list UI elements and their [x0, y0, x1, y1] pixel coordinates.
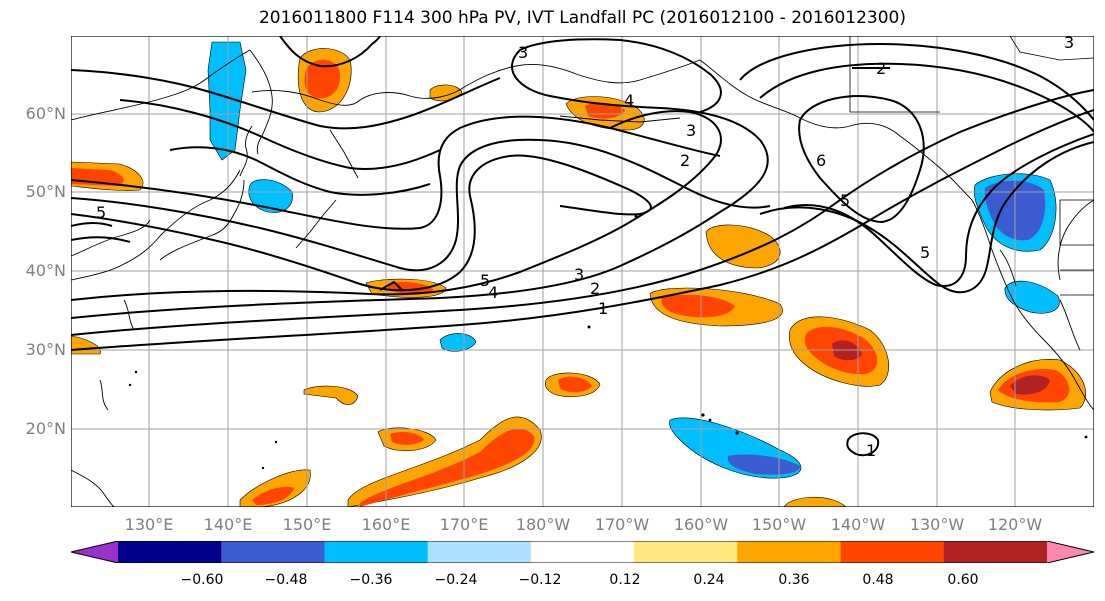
contour-label-3-north: 3 — [518, 43, 528, 62]
figure-title: 2016011800 F114 300 hPa PV, IVT Landfall… — [258, 8, 906, 28]
contour-label-2-aleutian: 2 — [680, 151, 690, 170]
shade-central-red — [661, 294, 735, 318]
colorbar-tick-0: −0.60 — [180, 572, 224, 588]
shade-tropic-red-small — [390, 432, 424, 445]
contour-label-1: 1 — [598, 299, 608, 318]
pv-contour-nw-1 — [71, 69, 501, 130]
lat-label-30n: 30°N — [25, 340, 66, 359]
colorbar-tick-5: 0.12 — [609, 572, 641, 588]
colorbar-segment — [840, 541, 945, 563]
pv-contour-1 — [71, 109, 1094, 351]
lon-label-160w: 160°W — [673, 515, 729, 534]
lon-label-170w: 170°W — [594, 515, 650, 534]
colorbar-tick-6: 0.24 — [693, 572, 725, 588]
shade-small-red-1 — [558, 376, 592, 393]
contour-label-2: 2 — [590, 279, 600, 298]
pv-contour-north-arc — [739, 42, 1094, 121]
contour-label-5-trough: 5 — [920, 243, 930, 262]
pv-contour-nw-2 — [119, 99, 441, 171]
pv-contour-north-arc-2 — [759, 62, 1094, 133]
lon-label-140e: 140°E — [203, 515, 253, 534]
lon-label-150w: 150°W — [751, 515, 807, 534]
pv-contour-west-closed — [379, 280, 403, 291]
colorbar-segment — [530, 541, 635, 563]
colorbar-segment — [737, 541, 842, 563]
lat-label-40n: 40°N — [25, 261, 66, 280]
lon-label-120w: 120°W — [987, 515, 1043, 534]
contour-label-2-northeast: 2 — [876, 59, 886, 78]
pv-contours — [71, 36, 1094, 457]
shade-aleutian-red — [585, 102, 625, 119]
pv-contour-5 — [71, 154, 652, 292]
shade-tropic-red-band — [360, 428, 535, 507]
contour-label-3: 3 — [574, 265, 584, 284]
contour-label-4: 4 — [488, 283, 498, 302]
lat-label-60n: 60°N — [25, 104, 66, 123]
colorbar-segment — [324, 541, 429, 563]
colorbar-segment — [427, 541, 532, 563]
lat-label-50n: 50°N — [25, 182, 66, 201]
pv-contour-ridge-closed — [798, 95, 925, 224]
colorbar-tick-9: 0.60 — [947, 572, 979, 588]
lon-label-170e: 170°E — [439, 515, 489, 534]
pv-contour-nw-3 — [169, 146, 431, 196]
contour-label-6: 6 — [816, 151, 826, 170]
pv-contour-small-closed — [846, 432, 880, 457]
contour-label-layer: 1 2 3 4 5 5 5 5 6 3 3 2 4 2 3 1 — [96, 36, 1074, 460]
colorbar-segment — [943, 541, 1048, 563]
shade-baja-darkred — [1010, 375, 1050, 395]
pv-contour-5b — [71, 138, 771, 272]
shade-okhotsk-red — [304, 59, 341, 99]
ivt-shading-layer — [71, 41, 1087, 507]
pv-contour-2 — [71, 89, 1094, 336]
pv-contour-3 — [71, 38, 769, 319]
colorbar-tick-7: 0.36 — [778, 572, 810, 588]
colorbar-extend-low — [71, 541, 118, 563]
colorbar-tick-4: −0.12 — [518, 572, 562, 588]
contour-label-3-aleutian: 3 — [686, 121, 696, 140]
colorbar-tick-3: −0.24 — [434, 572, 478, 588]
colorbar-segments — [71, 541, 1094, 563]
pv-contour-okhotsk-loop — [279, 36, 381, 68]
lon-label-130w: 130°W — [909, 515, 965, 534]
colorbar — [71, 541, 1094, 563]
lon-label-180w: 180°W — [515, 515, 571, 534]
colorbar-tick-8: 0.48 — [862, 572, 894, 588]
colorbar-segment — [221, 541, 325, 563]
contour-label-3-corner: 3 — [1064, 36, 1074, 52]
lon-label-140w: 140°W — [830, 515, 886, 534]
colorbar-extend-high — [1047, 541, 1094, 563]
political-boundaries — [849, 36, 1094, 296]
lon-label-130e: 130°E — [124, 515, 174, 534]
shade-hawaii-darkblue — [727, 454, 800, 475]
contour-label-1-south: 1 — [866, 441, 876, 460]
shade-small-orange-2 — [303, 385, 359, 405]
pv-contour-6-outer — [71, 115, 721, 230]
islands — [128, 214, 1088, 470]
pv-contour-trough-inner — [783, 133, 1094, 288]
lon-label-160e: 160°E — [361, 515, 411, 534]
lon-label-150e: 150°E — [282, 515, 332, 534]
contour-label-5-west: 5 — [96, 203, 106, 222]
contour-label-4-aleutian: 4 — [624, 91, 634, 110]
shade-tropic-orange-band — [347, 416, 542, 507]
shade-california-blue — [1004, 280, 1060, 314]
shade-kuril-blue — [248, 179, 293, 213]
shade-bering-orange — [429, 84, 463, 102]
contour-label-5-east: 5 — [840, 191, 850, 210]
shade-sw-red — [252, 486, 294, 505]
pv-contour-nw-edge — [71, 222, 131, 243]
map-panel: 1 2 3 4 5 5 5 5 6 3 3 2 4 2 3 1 — [71, 36, 1094, 507]
colorbar-tick-2: −0.36 — [349, 572, 393, 588]
contour-label-5: 5 — [480, 271, 490, 290]
lat-label-20n: 20°N — [25, 419, 66, 438]
colorbar-tick-1: −0.48 — [264, 572, 308, 588]
colorbar-segment — [118, 541, 222, 563]
shade-dateline-orange — [705, 224, 781, 269]
pv-contour-4 — [71, 110, 722, 301]
colorbar-segment — [634, 541, 738, 563]
